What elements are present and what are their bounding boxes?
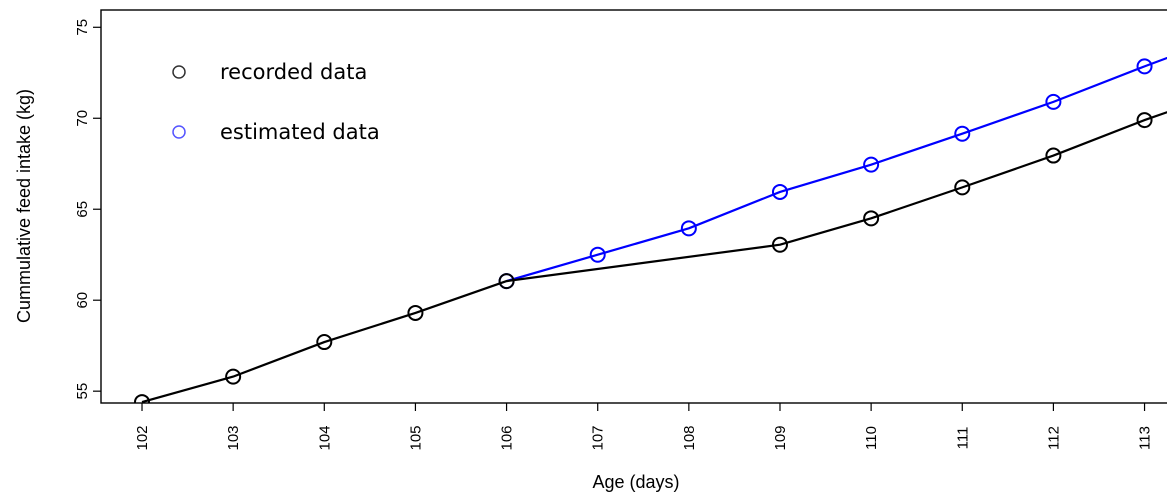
estimated-data-legend-marker [172, 125, 186, 139]
recorded-data-line [141, 111, 1167, 403]
estimated-data-point [589, 246, 606, 263]
recorded-data-point [771, 236, 788, 253]
x-tick-label: 110 [863, 426, 880, 450]
estimated-data-point [863, 156, 880, 173]
x-tick-label: 109 [772, 425, 789, 450]
recorded-data-point [1136, 112, 1153, 129]
recorded-data-point [225, 368, 242, 385]
estimated-data-point [1136, 58, 1153, 75]
x-axis: 102 103 104 105 106 107 108 109 110 111 112 113 [134, 403, 1154, 451]
y-axis-title: Cummulative feed intake (kg) [14, 89, 34, 323]
estimated-data-legend-label: estimated data [220, 120, 380, 144]
x-tick-label: 112 [1045, 426, 1062, 450]
x-tick-label: 106 [499, 425, 516, 450]
estimated-data-line [506, 56, 1167, 283]
y-tick-label: 55 [74, 383, 91, 400]
y-tick-label: 65 [74, 201, 91, 218]
y-axis: 55 60 65 70 75 [74, 19, 101, 400]
recorded-data-point [954, 179, 971, 196]
estimated-data-point [680, 220, 697, 237]
legend: recorded data estimated data [172, 60, 380, 144]
x-tick-label: 113 [1137, 426, 1154, 450]
x-tick-label: 111 [954, 427, 971, 450]
y-tick-label: 75 [74, 19, 91, 36]
x-tick-label: 102 [134, 425, 151, 450]
recorded-data-point [863, 210, 880, 227]
plot-frame [100, 9, 1167, 404]
recorded-data-point [498, 273, 515, 290]
series-layer [134, 56, 1167, 403]
x-tick-label: 108 [681, 425, 698, 450]
estimated-data-point [1045, 93, 1062, 110]
recorded-data-legend-marker [172, 65, 186, 79]
recorded-data-legend-label: recorded data [220, 60, 367, 84]
y-tick-label: 70 [74, 110, 91, 127]
estimated-data-point [954, 125, 971, 142]
y-tick-label: 60 [74, 292, 91, 309]
recorded-data-point [407, 304, 424, 321]
estimated-data-point [771, 183, 788, 200]
x-axis-title: Age (days) [592, 472, 679, 492]
recorded-data-point [316, 334, 333, 351]
x-tick-label: 105 [407, 425, 424, 450]
recorded-data-point [134, 394, 151, 403]
x-tick-label: 107 [590, 425, 607, 450]
x-tick-label: 103 [225, 425, 242, 450]
recorded-data-point [1045, 147, 1062, 164]
x-tick-label: 104 [316, 425, 333, 450]
